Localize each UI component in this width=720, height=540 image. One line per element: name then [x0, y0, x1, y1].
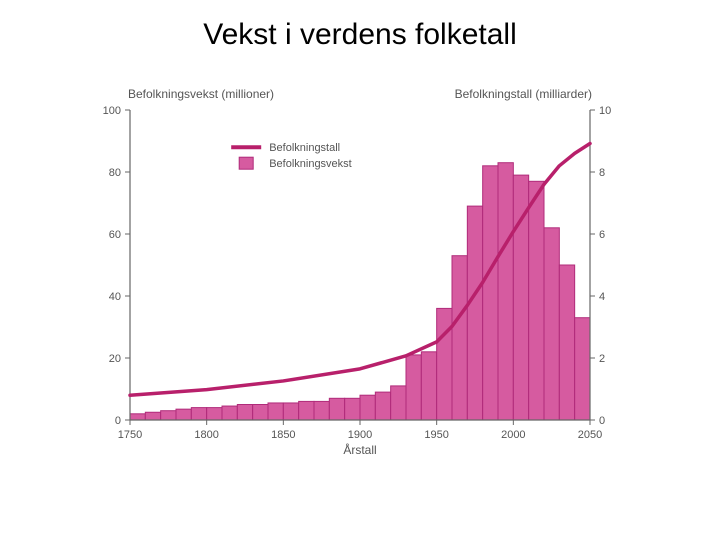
bar [314, 401, 329, 420]
bar [345, 398, 360, 420]
svg-text:1750: 1750 [118, 429, 142, 441]
svg-text:60: 60 [109, 229, 121, 241]
svg-text:Årstall: Årstall [343, 442, 376, 457]
svg-text:4: 4 [599, 291, 605, 303]
bar [529, 181, 544, 420]
bar [145, 412, 160, 420]
chart-svg: 0 20 40 60 80 100 0 2 4 6 8 10 1750 1800 1850 1900 1950 2… [80, 80, 640, 500]
bar [222, 406, 237, 420]
svg-text:1950: 1950 [424, 429, 448, 441]
bar [207, 408, 222, 420]
svg-text:1800: 1800 [194, 429, 218, 441]
svg-text:0: 0 [599, 415, 605, 427]
bar [283, 403, 298, 420]
svg-text:2: 2 [599, 353, 605, 365]
page-title: Vekst i verdens folketall [0, 0, 720, 52]
bar [421, 352, 436, 420]
bar [375, 392, 390, 420]
bar [452, 256, 467, 420]
svg-text:1850: 1850 [271, 429, 295, 441]
bar [161, 411, 176, 420]
svg-text:Befolkningsvekst: Befolkningsvekst [269, 158, 352, 170]
bar [360, 395, 375, 420]
svg-text:Befolkningsvekst (millioner): Befolkningsvekst (millioner) [128, 87, 274, 101]
svg-text:6: 6 [599, 229, 605, 241]
svg-text:100: 100 [103, 105, 121, 117]
svg-text:80: 80 [109, 167, 121, 179]
bar [406, 355, 421, 420]
bar [467, 206, 482, 420]
bar [483, 166, 498, 420]
svg-text:8: 8 [599, 167, 605, 179]
bar [559, 265, 574, 420]
bar [299, 401, 314, 420]
svg-text:2000: 2000 [501, 429, 525, 441]
bar [575, 318, 590, 420]
bar [268, 403, 283, 420]
bar [130, 414, 145, 420]
bar [391, 386, 406, 420]
bar [253, 405, 268, 421]
bar [237, 405, 252, 421]
svg-text:Befolkningstall: Befolkningstall [269, 142, 340, 154]
bar [176, 409, 191, 420]
svg-text:2050: 2050 [578, 429, 602, 441]
svg-text:Befolkningstall (milliarder): Befolkningstall (milliarder) [455, 87, 592, 101]
svg-text:1900: 1900 [348, 429, 372, 441]
population-chart: 0 20 40 60 80 100 0 2 4 6 8 10 1750 1800 1850 1900 1950 2… [80, 80, 640, 500]
bar [191, 408, 206, 420]
svg-text:10: 10 [599, 105, 611, 117]
bar [437, 308, 452, 420]
bar [544, 228, 559, 420]
svg-text:40: 40 [109, 291, 121, 303]
bar [498, 163, 513, 420]
bar [329, 398, 344, 420]
svg-text:20: 20 [109, 353, 121, 365]
svg-text:0: 0 [115, 415, 121, 427]
